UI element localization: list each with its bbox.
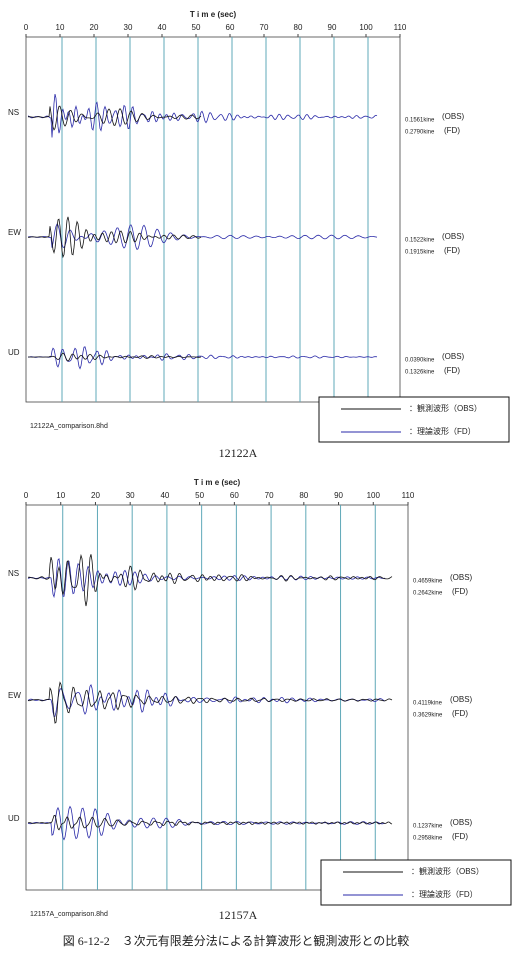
obs-tag: (OBS) <box>450 695 473 704</box>
file-name: 12157A_comparison.8hd <box>30 911 108 918</box>
x-tick-label: 100 <box>367 491 381 500</box>
waveform-obs <box>28 216 202 259</box>
x-tick-label: 40 <box>160 491 169 500</box>
obs-value: 0.1561kine <box>405 118 435 124</box>
panel-caption: 12157A <box>219 908 258 922</box>
legend-label: ：観測波形（OBS） <box>411 866 484 876</box>
obs-value: 0.1237kine <box>413 824 443 830</box>
x-tick-label: 0 <box>24 23 29 32</box>
row-label: NS <box>8 569 19 578</box>
x-tick-label: 70 <box>260 23 269 32</box>
fd-tag: (FD) <box>444 366 460 375</box>
legend-box <box>318 396 510 443</box>
fd-value: 0.1326kine <box>405 370 435 376</box>
row-label: NS <box>8 108 19 117</box>
x-tick-label: 90 <box>328 23 337 32</box>
x-tick-label: 90 <box>334 491 343 500</box>
fd-value: 0.2958kine <box>413 836 443 842</box>
x-tick-label: 10 <box>56 491 65 500</box>
x-tick-label: 110 <box>394 23 407 32</box>
waveform-fd <box>27 223 378 250</box>
x-tick-label: 50 <box>192 23 201 32</box>
waveform-obs <box>27 105 202 131</box>
x-tick-label: 20 <box>90 23 99 32</box>
fd-value: 0.2790kine <box>405 130 435 136</box>
obs-value: 0.1522kine <box>405 238 435 244</box>
fd-tag: (FD) <box>452 709 468 718</box>
plot-frame <box>25 504 409 891</box>
x-tick-label: 60 <box>226 23 235 32</box>
fd-tag: (FD) <box>452 587 468 596</box>
row-label: EW <box>8 691 21 700</box>
obs-value: 0.4119kine <box>413 701 443 707</box>
waveform-fd <box>27 346 378 370</box>
fd-value: 0.2642kine <box>413 591 443 597</box>
x-tick-label: 20 <box>91 491 100 500</box>
obs-tag: (OBS) <box>450 573 473 582</box>
file-name: 12122A_comparison.8hd <box>30 423 108 430</box>
legend-label: ：理論波形（FD） <box>411 889 478 899</box>
x-tick-label: 60 <box>230 491 239 500</box>
panel-caption: 12122A <box>219 446 258 460</box>
fd-tag: (FD) <box>444 126 460 135</box>
x-tick-label: 100 <box>359 23 373 32</box>
obs-value: 0.4659kine <box>413 579 443 585</box>
fd-value: 0.3629kine <box>413 713 443 719</box>
waveform-fd <box>27 94 378 138</box>
x-tick-label: 0 <box>24 491 29 500</box>
waveform-obs <box>27 553 393 607</box>
axis-title: T i m e (sec) <box>190 10 237 19</box>
x-tick-label: 10 <box>56 23 65 32</box>
waveform-fd <box>27 684 386 717</box>
plot-frame <box>25 36 401 403</box>
axis-title: T i m e (sec) <box>194 478 241 487</box>
x-tick-label: 50 <box>195 491 204 500</box>
x-tick-label: 40 <box>158 23 167 32</box>
row-label: UD <box>8 348 20 357</box>
fd-tag: (FD) <box>452 832 468 841</box>
fd-tag: (FD) <box>444 246 460 255</box>
row-label: EW <box>8 228 21 237</box>
x-tick-label: 70 <box>265 491 274 500</box>
obs-tag: (OBS) <box>442 232 465 241</box>
row-label: UD <box>8 814 20 823</box>
obs-tag: (OBS) <box>442 352 465 361</box>
x-tick-label: 30 <box>124 23 133 32</box>
waveform-fd <box>27 805 386 841</box>
waveform-obs <box>27 681 393 724</box>
x-tick-label: 110 <box>402 491 415 500</box>
x-tick-label: 80 <box>299 491 308 500</box>
legend-label: ：観測波形（OBS） <box>409 403 482 413</box>
legend-box <box>320 859 512 906</box>
legend-label: ：理論波形（FD） <box>409 426 476 436</box>
obs-tag: (OBS) <box>450 818 473 827</box>
obs-tag: (OBS) <box>442 112 465 121</box>
fd-value: 0.1915kine <box>405 250 435 256</box>
waveform-fd <box>27 557 386 599</box>
obs-value: 0.0390kine <box>405 358 435 364</box>
x-tick-label: 80 <box>294 23 303 32</box>
x-tick-label: 30 <box>126 491 135 500</box>
figure-caption: 図 6-12-2 ３次元有限差分法による計算波形と観測波形との比較 <box>63 933 410 948</box>
waveform-obs <box>27 814 393 831</box>
waveform-obs <box>28 352 202 362</box>
